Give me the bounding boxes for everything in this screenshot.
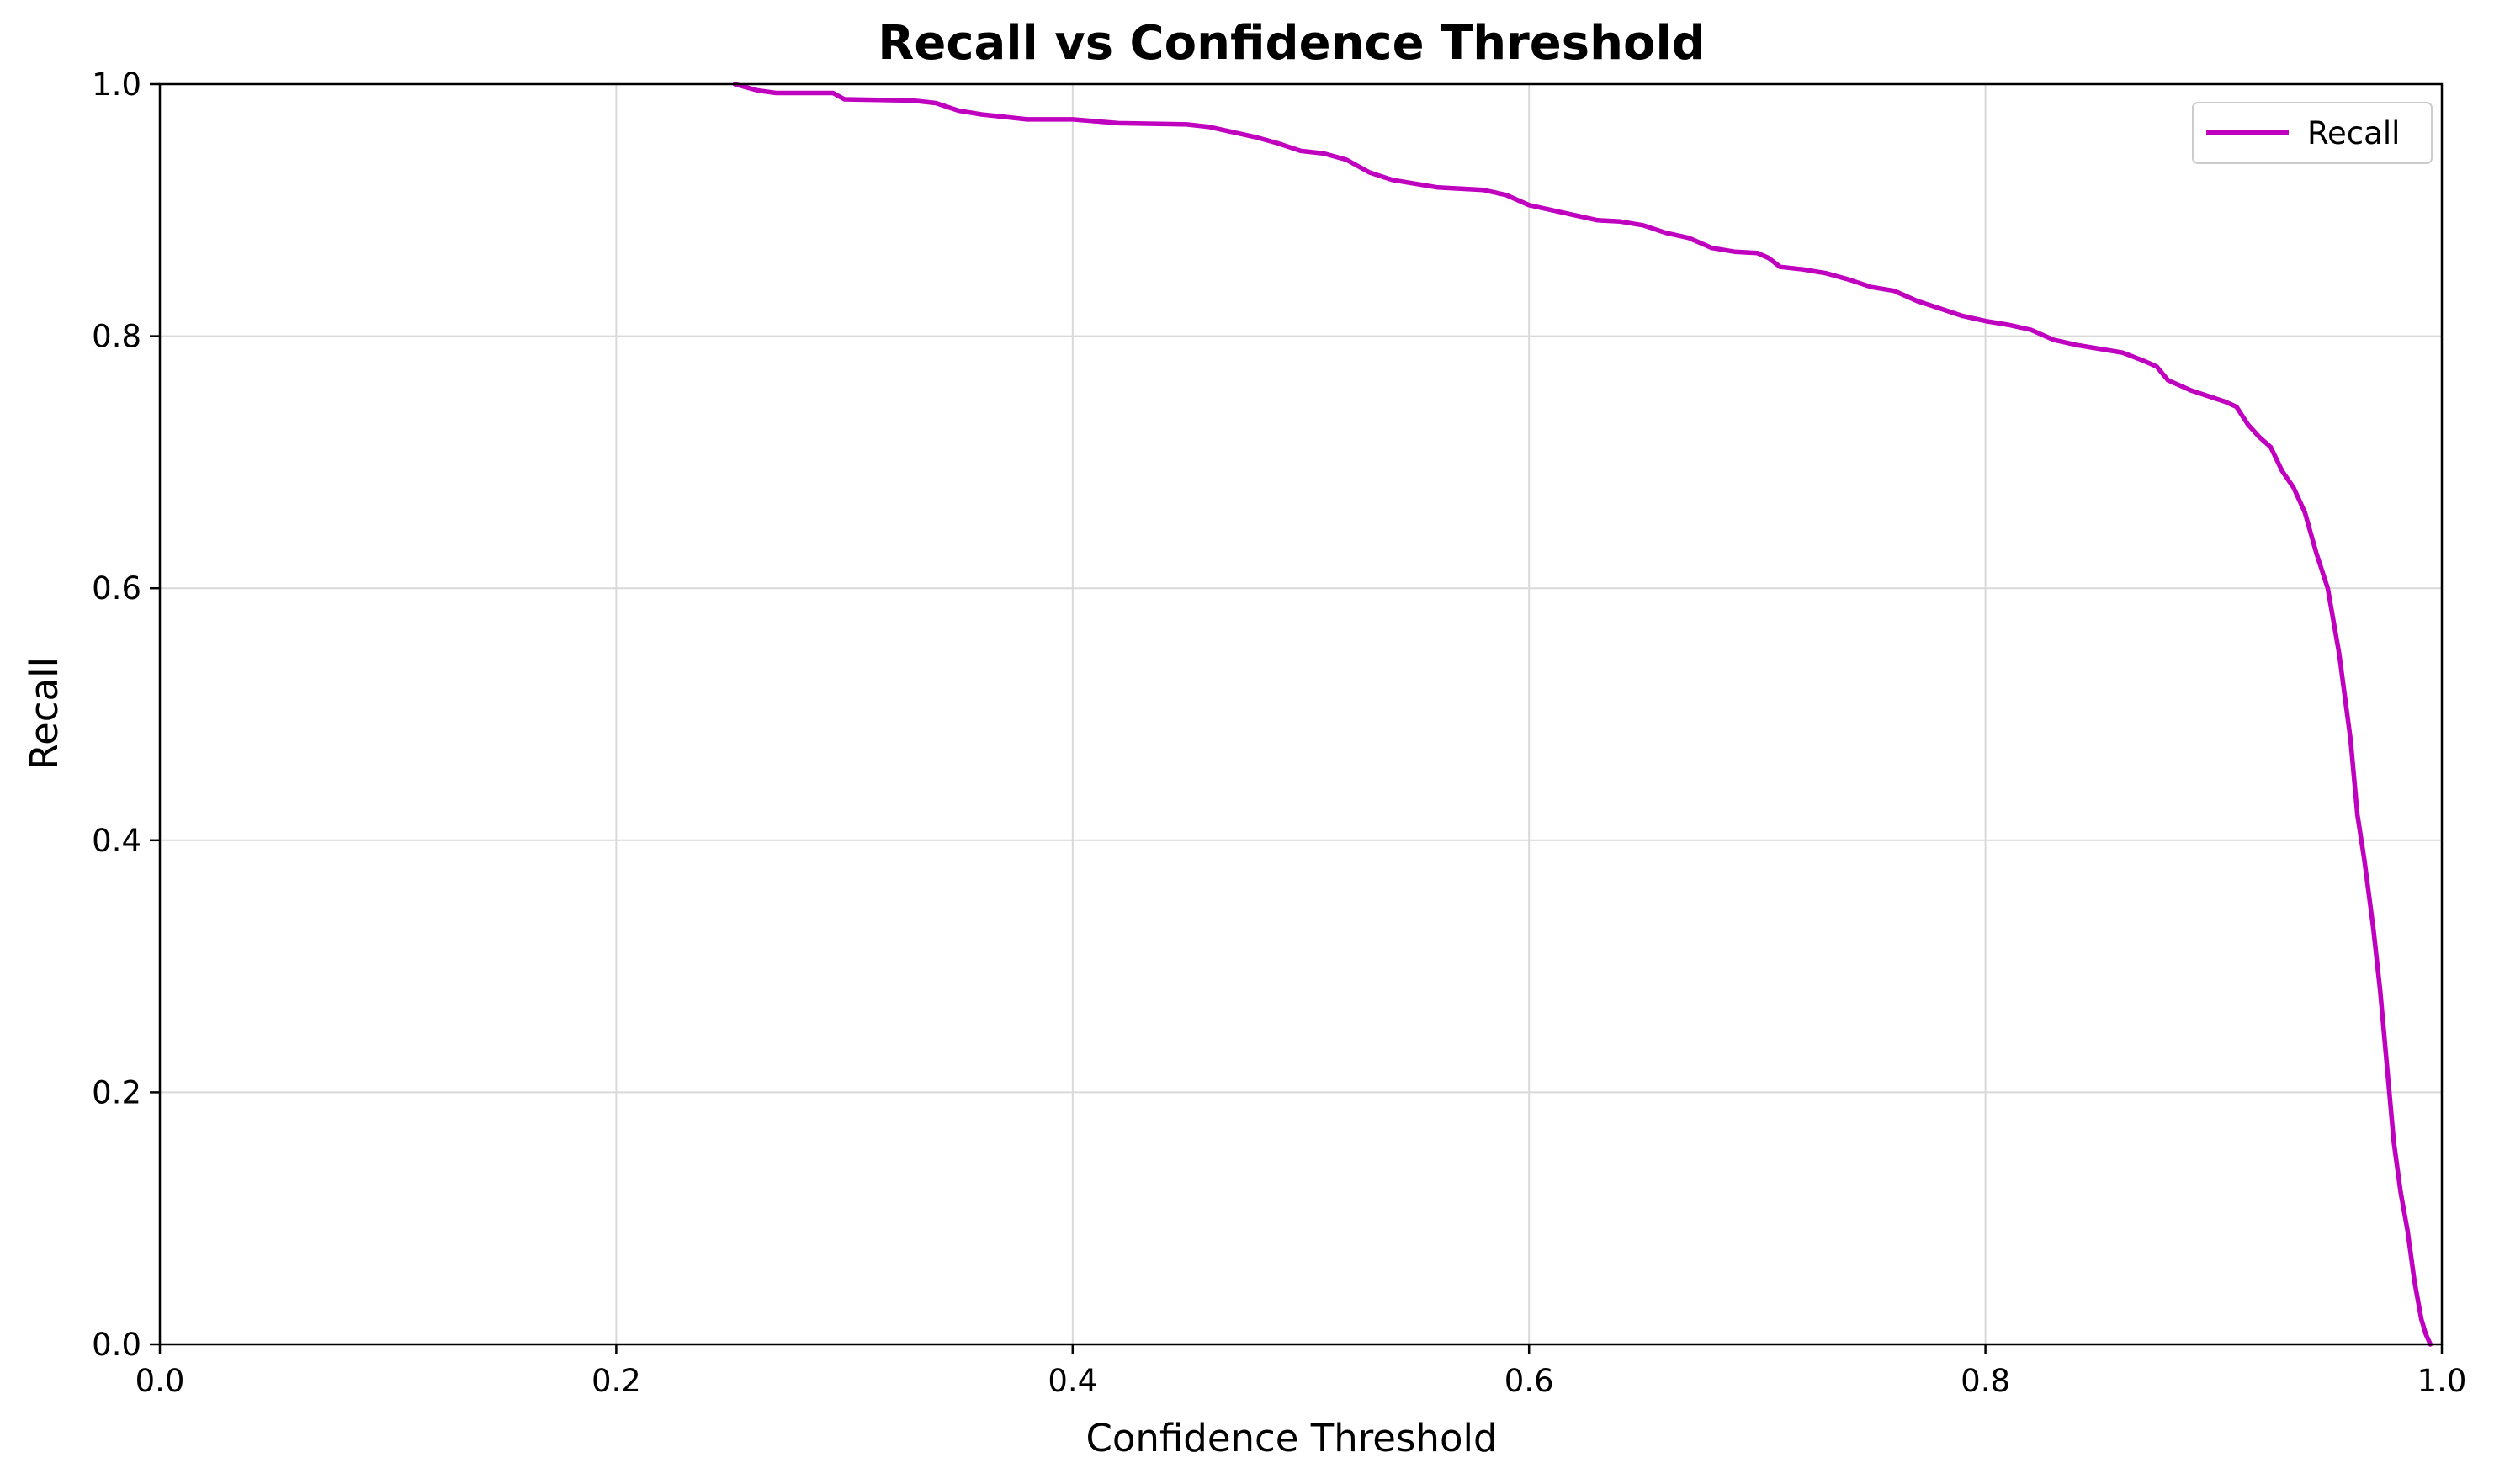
x-tick-label: 0.2	[592, 1363, 641, 1399]
y-tick-label: 0.0	[92, 1327, 141, 1363]
y-tick-label: 0.6	[92, 570, 141, 607]
x-tick-label: 0.8	[1961, 1363, 2010, 1399]
x-tick-label: 0.4	[1048, 1363, 1097, 1399]
y-tick-label: 0.8	[92, 319, 141, 355]
axis-ticks: 0.0 0.2 0.4 0.6 0.8 1.0 0.0 0.2 0.4 0.6 0.8 1.0	[92, 66, 2466, 1399]
legend: Recall	[2192, 102, 2433, 164]
x-tick-label: 1.0	[2417, 1363, 2467, 1399]
x-tick-label: 0.0	[135, 1363, 185, 1399]
y-axis-label: Recall	[22, 657, 66, 770]
x-axis-label: Confidence Threshold	[1085, 1416, 1497, 1460]
y-tick-label: 0.2	[92, 1074, 141, 1110]
plot-frame	[158, 82, 2444, 1346]
x-tick-label: 0.6	[1504, 1363, 1554, 1399]
legend-box	[2192, 102, 2433, 164]
y-tick-label: 0.4	[92, 823, 141, 859]
series-line-recall	[732, 82, 2433, 1347]
y-tick-label: 1.0	[92, 66, 141, 103]
plot-lines	[732, 82, 2433, 1347]
legend-label-recall: Recall	[2307, 115, 2400, 151]
chart-title: Recall vs Confidence Threshold	[878, 16, 1705, 71]
